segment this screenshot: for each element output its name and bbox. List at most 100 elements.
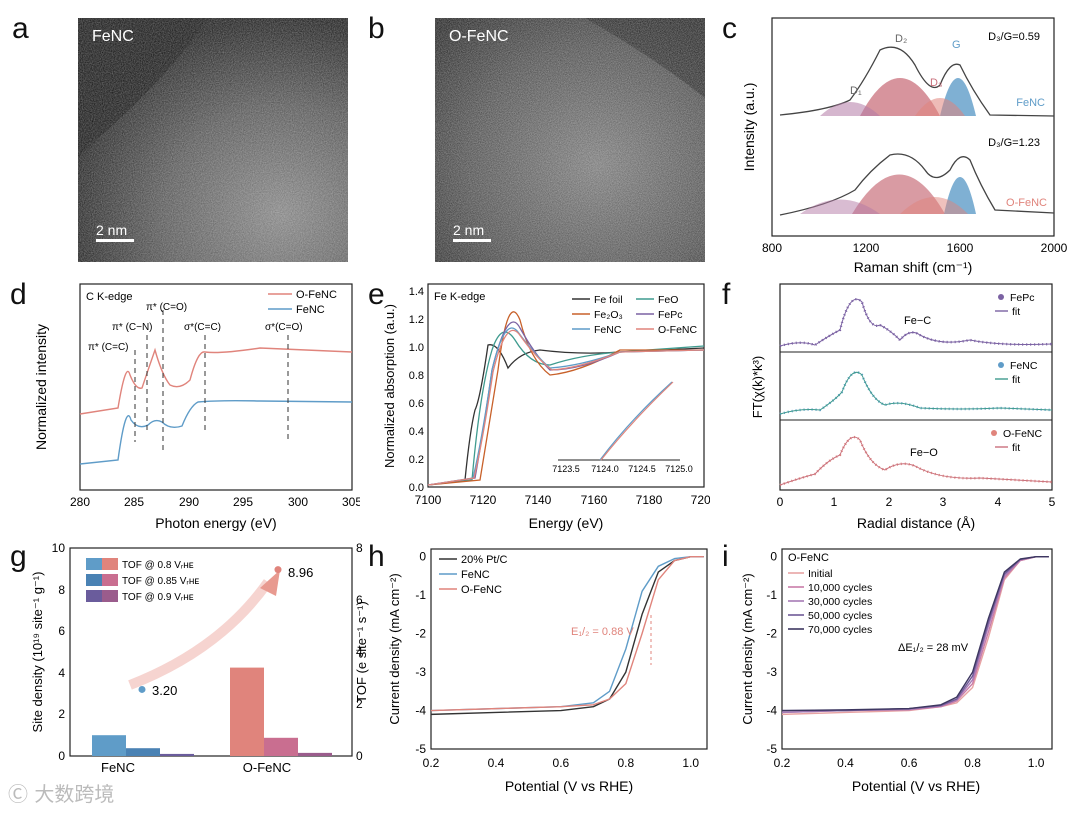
inset-tick-label: 7125.0 bbox=[665, 464, 693, 474]
x-tick-label: 305 bbox=[342, 495, 360, 509]
legend-label: O-FeNC bbox=[461, 584, 502, 596]
panel-letter-a: a bbox=[12, 12, 29, 45]
plot-frame bbox=[427, 283, 705, 488]
x-tick-label: 7140 bbox=[525, 493, 552, 507]
annotation: π* (C=O) bbox=[146, 302, 187, 313]
fepc-fit bbox=[779, 298, 1053, 347]
legend-fenc: FeNC bbox=[594, 324, 622, 336]
bar bbox=[92, 735, 126, 756]
peak-label-g: G bbox=[952, 39, 961, 51]
legend-label: 20% Pt/C bbox=[461, 554, 508, 566]
plot-frame bbox=[79, 283, 353, 491]
panel-letter-d: d bbox=[10, 278, 27, 311]
x-tick-label: 0.6 bbox=[553, 756, 570, 770]
bar-group bbox=[92, 667, 332, 756]
category-label: FeNC bbox=[101, 760, 135, 775]
legend: Fe foil FeO Fe₂O₃ FePc FeNC O-FeNC bbox=[572, 294, 698, 336]
x-tick-label: 7160 bbox=[581, 493, 608, 507]
x-axis-label: Potential (V vs RHE) bbox=[505, 778, 633, 794]
annotation: E₁/₂ = 0.88 V bbox=[571, 626, 634, 638]
peak-d3 bbox=[915, 98, 965, 116]
x-tick-label: 7100 bbox=[415, 493, 442, 507]
x-axis-label: Photon energy (eV) bbox=[155, 515, 276, 531]
x-tick-label: 2000 bbox=[1041, 241, 1068, 255]
raman-curve-fenc bbox=[779, 46, 1055, 117]
raman-curve-o-fenc bbox=[779, 153, 1055, 216]
legend-sample: FePc bbox=[1010, 292, 1035, 304]
peak-d3 bbox=[900, 197, 968, 214]
bar bbox=[230, 667, 264, 756]
tem-label: O-FeNC bbox=[449, 28, 509, 45]
panel-letter-b: b bbox=[368, 12, 385, 45]
trend-arrow bbox=[128, 579, 273, 690]
bond-label: Fe−C bbox=[904, 315, 931, 327]
plot-frame bbox=[781, 548, 1053, 750]
legend-o-fenc: O-FeNC bbox=[658, 324, 698, 336]
x-tick-label: 1.0 bbox=[1028, 756, 1045, 770]
x-tick-label: 0.8 bbox=[964, 756, 981, 770]
x-tick-label: 4 bbox=[995, 495, 1002, 509]
fenc-fit bbox=[779, 371, 1053, 415]
legend-fepc: FePc bbox=[658, 309, 683, 321]
watermark-icon: Ⓒ bbox=[8, 782, 28, 806]
y-tick-label: 0 bbox=[419, 550, 426, 564]
y-tick-label: 0 bbox=[58, 749, 65, 763]
y-tick-label: 10 bbox=[52, 541, 66, 555]
x-axis-label: Raman shift (cm⁻¹) bbox=[854, 259, 973, 275]
legend-fe-foil: Fe foil bbox=[594, 294, 623, 306]
chart-title: O-FeNC bbox=[788, 552, 829, 564]
plot-frame bbox=[430, 548, 708, 750]
scale-bar bbox=[453, 239, 491, 242]
x-tick-label: 7200 bbox=[691, 493, 710, 507]
ratio-label: D₃/G=0.59 bbox=[988, 31, 1040, 43]
y-axis-label: Normalized absorption (a.u.) bbox=[382, 304, 397, 468]
y2-tick-label: 4 bbox=[356, 645, 363, 659]
inset-tick-label: 7124.5 bbox=[628, 464, 656, 474]
y-tick-label: 1.2 bbox=[409, 314, 424, 326]
x-axis-label: Energy (eV) bbox=[529, 515, 604, 531]
y-tick-label: 0.4 bbox=[409, 426, 424, 438]
inset-tick-label: 7124.0 bbox=[591, 464, 619, 474]
scale-bar-label: 2 nm bbox=[96, 222, 128, 238]
peak-label-d3: D₃ bbox=[930, 77, 942, 89]
y-axis-label: Site density (10¹⁹ site⁻¹ g⁻¹) bbox=[30, 572, 45, 733]
y2-tick-label: 0 bbox=[356, 749, 363, 763]
y-tick-label: 2 bbox=[58, 707, 65, 721]
legend-fe2o3: Fe₂O₃ bbox=[594, 309, 623, 321]
y-axis-label: Normalized intensity bbox=[33, 324, 49, 450]
y-tick-label: -4 bbox=[415, 704, 426, 718]
legend: O-FeNC FeNC bbox=[268, 289, 337, 316]
y-tick-label: 0.6 bbox=[409, 398, 424, 410]
x-tick-label: 0.6 bbox=[901, 756, 918, 770]
legend-label: TOF @ 0.9 Vᵣʜᴇ bbox=[122, 592, 194, 603]
legend-marker bbox=[998, 362, 1004, 368]
y2-tick-label: 2 bbox=[356, 697, 363, 711]
y-axis-label: FT(χ(k)*k³) bbox=[750, 356, 765, 418]
annotation: ΔE₁/₂ = 28 mV bbox=[898, 642, 969, 654]
legend: Initial 10,000 cycles 30,000 cycles 50,000 … bbox=[788, 568, 872, 636]
x-tick-label: 1 bbox=[831, 495, 838, 509]
tem-label: FeNC bbox=[92, 28, 134, 45]
legend-marker bbox=[991, 430, 997, 436]
spectrum-fe-foil bbox=[427, 344, 705, 486]
panel-letter-e: e bbox=[368, 278, 385, 311]
watermark-text: 大数跨境 bbox=[34, 782, 115, 806]
legend-label: 70,000 cycles bbox=[808, 624, 872, 636]
x-tick-label: 0 bbox=[777, 495, 784, 509]
y-tick-label: -1 bbox=[766, 588, 777, 602]
fe-kedge-chart: Normalized absorption (a.u.) Energy (eV)… bbox=[382, 283, 710, 531]
inset-tick-label: 7123.5 bbox=[552, 464, 580, 474]
panel-letter-c: c bbox=[722, 12, 737, 45]
legend-label: FeNC bbox=[461, 569, 490, 581]
x-tick-label: 0.4 bbox=[837, 756, 854, 770]
y-tick-label: -3 bbox=[415, 665, 426, 679]
tem-image-o-fenc: O-FeNC 2 nm bbox=[435, 18, 705, 262]
y-tick-label: 0.2 bbox=[409, 454, 424, 466]
c-kedge-chart: Normalized intensity Photon energy (eV) … bbox=[33, 283, 360, 531]
peak-d1 bbox=[820, 102, 880, 116]
y-tick-label: 0 bbox=[770, 550, 777, 564]
lsv-line bbox=[781, 555, 1049, 712]
y-tick-label: 8 bbox=[58, 583, 65, 597]
legend-label: 30,000 cycles bbox=[808, 596, 872, 608]
legend-fit: fit bbox=[1012, 442, 1020, 454]
